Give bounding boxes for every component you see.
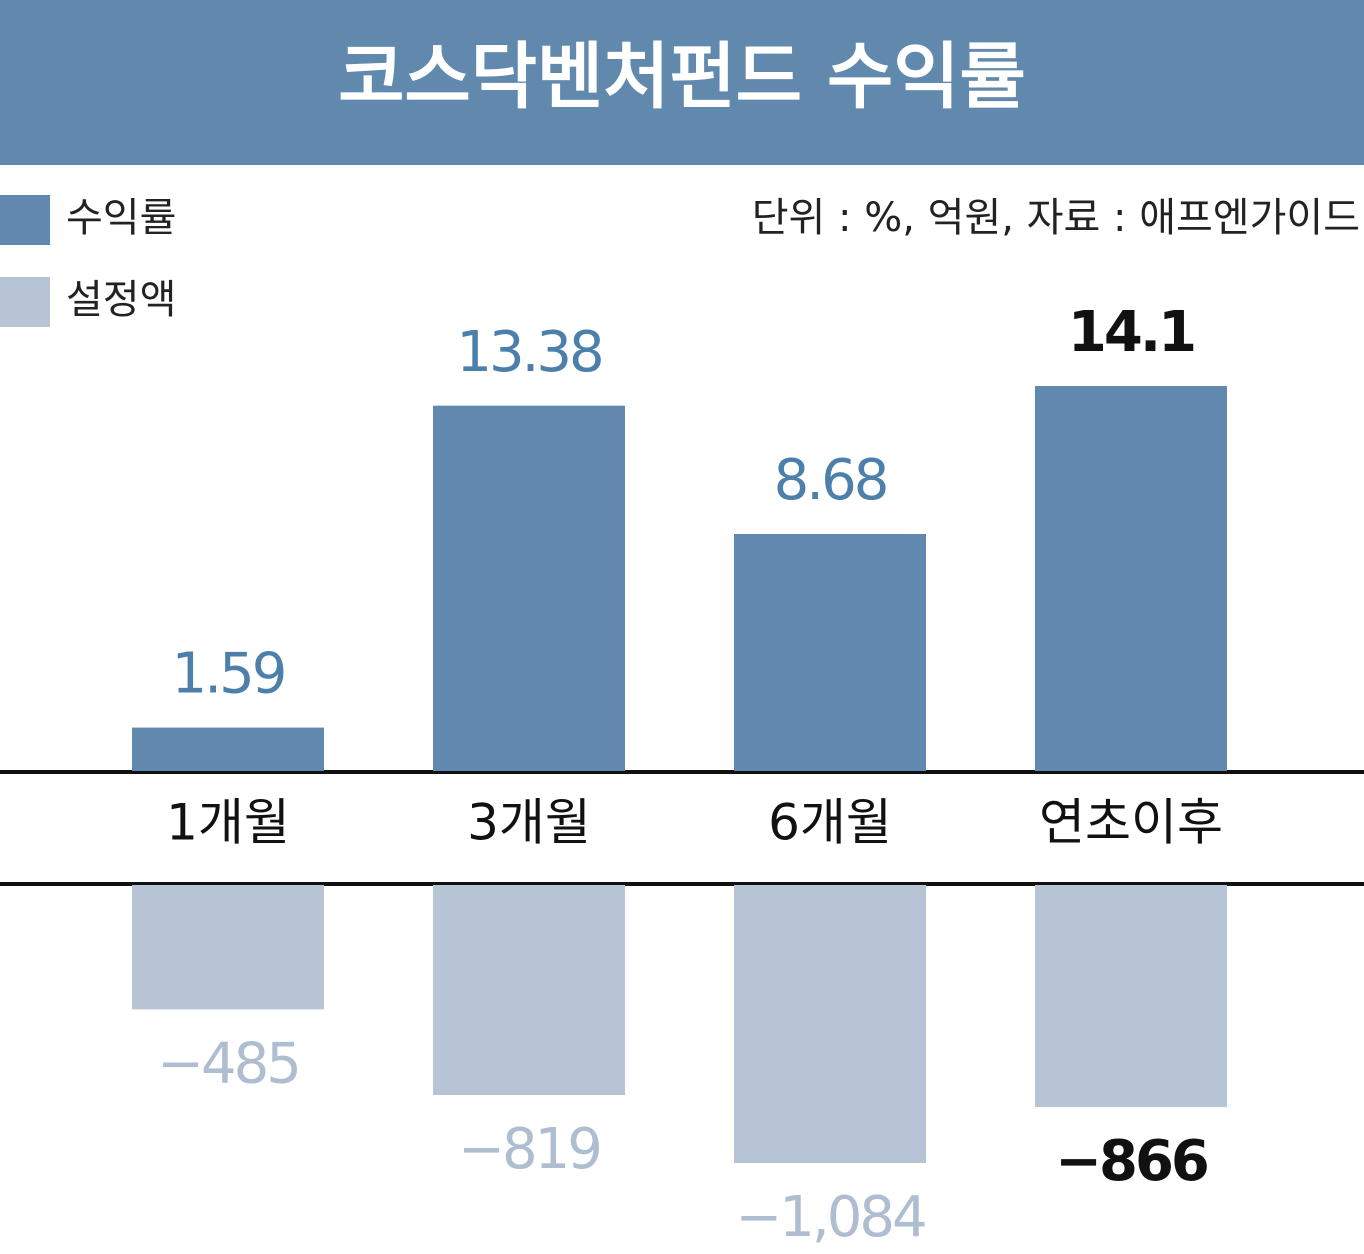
value-label: −1,084	[735, 1185, 925, 1250]
title-bar	[0, 0, 1364, 165]
value-label: −485	[157, 1032, 299, 1097]
value-label: −819	[458, 1117, 600, 1182]
legend-swatch	[0, 277, 50, 327]
bar	[433, 405, 625, 771]
x-tick-label: 3개월	[467, 794, 591, 852]
legend-swatch	[0, 195, 50, 245]
chart-title: 코스닥벤처펀드 수익률	[338, 35, 1025, 119]
bar	[1035, 885, 1227, 1108]
x-tick-label: 6개월	[768, 794, 892, 852]
value-label: −866	[1055, 1129, 1207, 1194]
bar	[1035, 386, 1227, 771]
bar	[433, 885, 625, 1096]
x-tick-label: 1개월	[166, 794, 290, 852]
legend-label: 설정액	[66, 277, 176, 323]
value-label: 14.1	[1068, 300, 1194, 365]
bar	[734, 533, 926, 771]
unit-note: 단위 : %, 억원, 자료 : 애프엔가이드	[752, 195, 1360, 241]
legend-label: 수익률	[66, 195, 176, 241]
value-label: 8.68	[774, 448, 887, 513]
value-label: 13.38	[456, 320, 601, 385]
bar	[132, 885, 324, 1010]
value-label: 1.59	[172, 642, 285, 707]
bar	[734, 885, 926, 1163]
bar	[132, 727, 324, 771]
x-tick-label: 연초이후	[1039, 794, 1223, 852]
